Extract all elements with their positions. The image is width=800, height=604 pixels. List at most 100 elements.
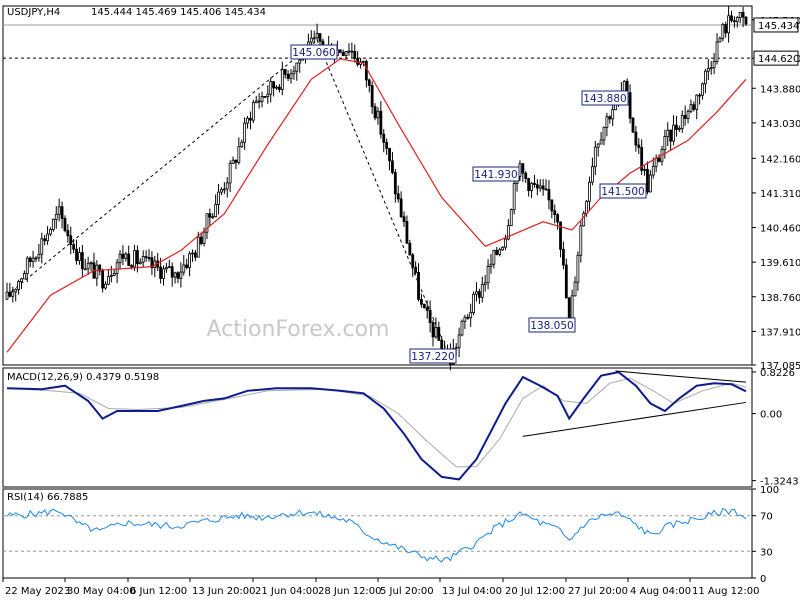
y-tick-label: 143.880 [760, 84, 800, 95]
candle-body [260, 96, 264, 102]
candle-body [109, 275, 113, 277]
candle-body [524, 172, 528, 179]
y-tick-label: 137.085 [760, 361, 800, 372]
candle-body [237, 146, 241, 163]
candle-body [738, 12, 742, 18]
candle-body [414, 266, 418, 273]
candle-body [280, 69, 284, 90]
candle-body [564, 264, 568, 299]
x-tick-label: 20 Jul 12:00 [505, 586, 565, 597]
rsi-line [6, 507, 747, 563]
candle-body [14, 289, 18, 293]
candle-body [251, 102, 255, 121]
candle-body [83, 268, 87, 271]
candle-body [344, 51, 348, 56]
candle-body [680, 115, 684, 129]
candle-body [391, 160, 394, 173]
candle-body [80, 252, 84, 270]
candle-body [22, 273, 26, 280]
ohlc-values: 145.444 145.469 145.406 145.434 [91, 7, 266, 18]
candle-body [54, 213, 58, 220]
candle-body [373, 106, 377, 119]
candle-body [663, 136, 667, 151]
candle-body [17, 281, 20, 290]
candle-body [498, 249, 502, 255]
candle-body [437, 326, 441, 341]
candle-body [25, 257, 29, 274]
candle-body [489, 263, 493, 267]
macd-panel-frame [2, 367, 753, 488]
candle-body [547, 189, 551, 201]
fib-line-1 [6, 39, 318, 296]
candle-body [640, 147, 644, 171]
candle-body [533, 182, 536, 186]
candle-body [222, 188, 226, 191]
candle-body [89, 262, 93, 265]
candle-body [648, 174, 652, 193]
candle-body [501, 246, 504, 251]
candle-body [121, 253, 125, 259]
candle-body [283, 69, 287, 75]
price-label: 137.220 [411, 351, 454, 363]
candle-body [622, 80, 626, 92]
price-label-box [528, 317, 576, 333]
candle-body [715, 41, 719, 62]
candle-body [591, 166, 594, 183]
candle-body [170, 266, 174, 278]
candle-body [562, 248, 565, 266]
candle-body [341, 51, 345, 56]
candle-body [527, 178, 531, 191]
current-price-label: 145.434 [758, 21, 799, 32]
candle-body [60, 206, 64, 219]
moving-average-line [6, 58, 747, 353]
candle-body [741, 12, 745, 18]
candle-body [579, 225, 583, 256]
candle-body [182, 264, 186, 273]
x-tick-label: 22 May 2023 [5, 586, 70, 597]
y-tick-label: 143.030 [760, 119, 800, 130]
candle-body [136, 250, 139, 265]
candle-body [46, 233, 49, 242]
candle-body [34, 257, 38, 260]
candle-body [730, 15, 733, 22]
candle-body [225, 182, 229, 190]
candle-body [188, 253, 191, 268]
candle-body [347, 50, 351, 53]
candle-body [162, 268, 165, 279]
candle-body [521, 163, 525, 174]
candle-body [191, 252, 194, 255]
candle-body [257, 100, 261, 103]
candle-body [185, 264, 189, 268]
watermark: ActionForex.com [207, 317, 390, 342]
candle-body [254, 100, 258, 104]
candle-body [735, 17, 739, 22]
candle-body [399, 198, 403, 218]
candle-body [214, 204, 218, 218]
candle-body [318, 33, 322, 42]
candle-body [11, 291, 15, 297]
candle-body [611, 109, 615, 120]
x-tick-label: 5 Jul 20:00 [380, 586, 434, 597]
candle-body [127, 253, 131, 266]
candle-body [101, 270, 105, 289]
candle-body [298, 59, 302, 64]
candle-body [588, 181, 591, 202]
candle-body [275, 86, 278, 89]
resistance-label: 144.620 [758, 54, 799, 65]
candle-body [278, 86, 281, 90]
price-label: 138.050 [530, 320, 573, 332]
candle-body [405, 221, 409, 244]
candle-body [179, 271, 183, 279]
candle-body [483, 282, 487, 285]
fib-line-2 [316, 40, 451, 360]
candle-body [69, 235, 73, 245]
candle-body [469, 312, 473, 319]
candle-body [66, 230, 70, 237]
rsi-tick-label: 70 [760, 512, 773, 523]
y-tick-label: 137.910 [760, 327, 800, 338]
candle-body [20, 278, 23, 282]
candle-body [712, 61, 716, 69]
candle-body [506, 225, 510, 240]
candle-body [504, 238, 507, 248]
x-tick-label: 27 Jul 20:00 [568, 586, 628, 597]
